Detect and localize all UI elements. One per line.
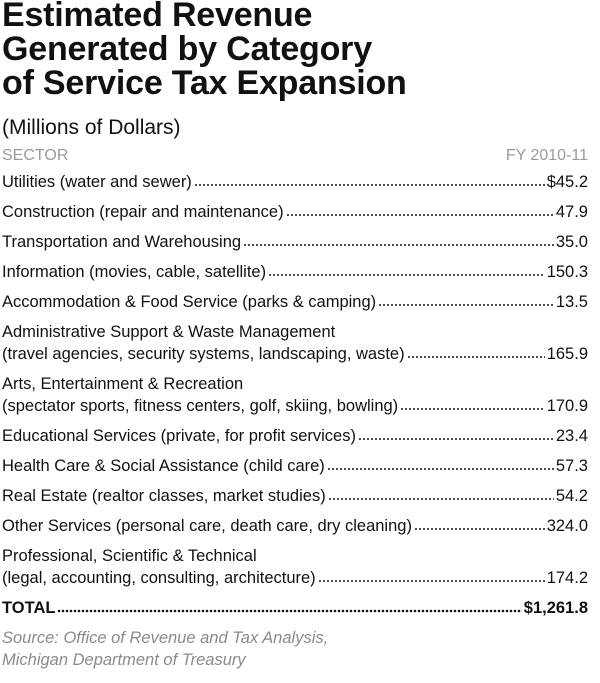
dot-leader	[378, 303, 554, 307]
row-label: Utilities (water and sewer)	[2, 173, 192, 191]
dot-leader	[400, 407, 545, 411]
dot-leader	[357, 437, 554, 441]
row-label: Transportation and Warehousing	[2, 233, 242, 251]
table-row: Professional, Scientific & Technical (leg…	[2, 541, 598, 593]
dot-leader	[413, 527, 545, 531]
row-line: Construction (repair and maintenance) 47.…	[2, 201, 598, 223]
sector-header: SECTOR	[2, 147, 69, 164]
row-line: Real Estate (realtor classes, market stu…	[2, 485, 598, 507]
row-value: 23.4	[555, 427, 588, 445]
dot-leader	[285, 213, 554, 217]
row-value: 165.9	[546, 345, 588, 363]
dot-leader	[268, 273, 545, 277]
row-value: 174.2	[546, 569, 588, 587]
row-line: (legal, accounting, consulting, architec…	[2, 567, 598, 589]
row-label: (spectator sports, fitness centers, golf…	[2, 397, 399, 415]
row-label: Other Services (personal care, death car…	[2, 517, 412, 535]
dot-leader	[193, 183, 545, 187]
row-value: $45.2	[546, 173, 588, 191]
row-value: 57.3	[555, 457, 588, 475]
row-label: TOTAL	[2, 599, 56, 617]
dot-leader	[57, 609, 522, 613]
table-row: Educational Services (private, for profi…	[2, 421, 598, 451]
row-line: Information (movies, cable, satellite) 15…	[2, 261, 598, 283]
row-value: $1,261.8	[523, 599, 588, 617]
table-row: Health Care & Social Assistance (child c…	[2, 451, 598, 481]
row-label: Construction (repair and maintenance)	[2, 203, 284, 221]
title-line: Estimated Revenue	[2, 0, 313, 34]
subtitle: (Millions of Dollars)	[2, 116, 181, 139]
table-row: Utilities (water and sewer) $45.2	[2, 167, 598, 197]
row-label-line: Professional, Scientific & Technical	[2, 547, 257, 565]
table-row: Other Services (personal care, death car…	[2, 511, 598, 541]
row-label: Health Care & Social Assistance (child c…	[2, 457, 325, 475]
row-value: 47.9	[555, 203, 588, 221]
table-body: Utilities (water and sewer) $45.2 Construc…	[2, 167, 598, 623]
row-label-line: Arts, Entertainment & Recreation	[2, 375, 244, 393]
source-line: Source: Office of Revenue and Tax Analys…	[2, 629, 329, 647]
table-row: Information (movies, cable, satellite) 15…	[2, 257, 598, 287]
row-value: 13.5	[555, 293, 588, 311]
column-header: SECTOR FY 2010-11	[2, 145, 598, 167]
row-label: Real Estate (realtor classes, market stu…	[2, 487, 326, 505]
table-row: Construction (repair and maintenance) 47.…	[2, 197, 598, 227]
title: Estimated Revenue Generated by Category of…	[2, 0, 598, 102]
table-row: Transportation and Warehousing 35.0	[2, 227, 598, 257]
source: Source: Office of Revenue and Tax Analys…	[2, 627, 598, 671]
row-value: 170.9	[546, 397, 588, 415]
title-line: of Service Tax Expansion	[2, 64, 407, 102]
row-line: Educational Services (private, for profi…	[2, 425, 598, 447]
row-line: Accommodation & Food Service (parks & ca…	[2, 291, 598, 313]
row-line: Health Care & Social Assistance (child c…	[2, 455, 598, 477]
table-row: Arts, Entertainment & Recreation (spectat…	[2, 369, 598, 421]
dot-leader	[327, 497, 554, 501]
total-row: TOTAL $1,261.8	[2, 593, 598, 623]
row-line: Transportation and Warehousing 35.0	[2, 231, 598, 253]
table-row: Accommodation & Food Service (parks & ca…	[2, 287, 598, 317]
row-line: Other Services (personal care, death car…	[2, 515, 598, 537]
row-label: (legal, accounting, consulting, architec…	[2, 569, 316, 587]
title-line: Generated by Category	[2, 30, 372, 68]
row-line: (spectator sports, fitness centers, golf…	[2, 395, 598, 417]
row-line: TOTAL $1,261.8	[2, 597, 598, 619]
row-value: 54.2	[555, 487, 588, 505]
table-row: Real Estate (realtor classes, market stu…	[2, 481, 598, 511]
table-row: Administrative Support & Waste Managemen…	[2, 317, 598, 369]
row-label: Educational Services (private, for profi…	[2, 427, 356, 445]
row-label: Accommodation & Food Service (parks & ca…	[2, 293, 377, 311]
year-header: FY 2010-11	[505, 147, 588, 164]
dot-leader	[317, 579, 545, 583]
dot-leader	[326, 467, 554, 471]
dot-leader	[243, 243, 554, 247]
row-line: (travel agencies, security systems, land…	[2, 343, 598, 365]
row-value: 35.0	[555, 233, 588, 251]
row-value: 150.3	[546, 263, 588, 281]
row-label: Information (movies, cable, satellite)	[2, 263, 267, 281]
source-line: Michigan Department of Treasury	[2, 651, 246, 669]
row-line: Utilities (water and sewer) $45.2	[2, 171, 598, 193]
dot-leader	[406, 355, 545, 359]
row-label-line: Administrative Support & Waste Managemen…	[2, 323, 336, 341]
row-value: 324.0	[546, 517, 588, 535]
row-label: (travel agencies, security systems, land…	[2, 345, 405, 363]
